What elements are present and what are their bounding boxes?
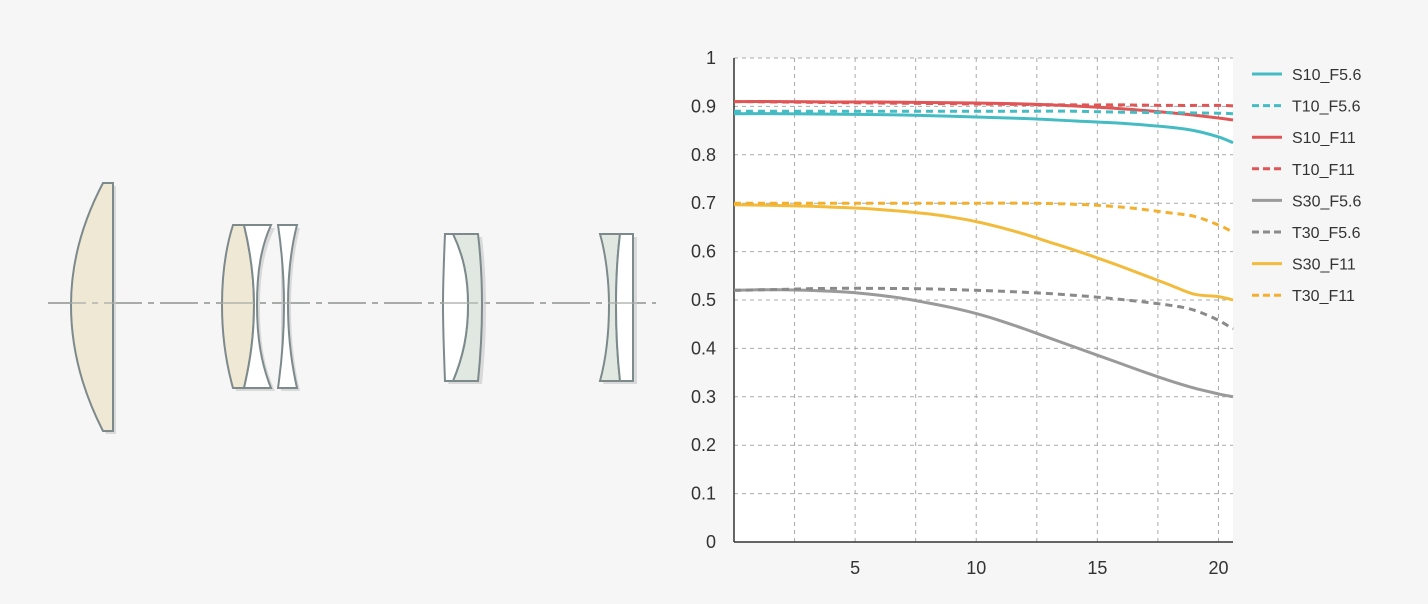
y-tick-label: 0 [706, 532, 716, 552]
x-tick-labels: 5 10 15 20 [850, 558, 1228, 578]
x-tick-label: 10 [966, 558, 986, 578]
y-tick-label: 0.4 [691, 338, 716, 358]
series-line-t10-f5-6 [734, 109, 1234, 116]
y-tick-label: 0.3 [691, 387, 716, 407]
y-tick-label: 0.5 [691, 290, 716, 310]
y-tick-label: 0.2 [691, 435, 716, 455]
series-line-t30-f11 [734, 201, 1234, 234]
y-tick-label: 0.7 [691, 193, 716, 213]
legend-label: S30_F11 [1292, 257, 1356, 274]
y-tick-label: 0.6 [691, 242, 716, 262]
legend-label: T10_F5.6 [1292, 99, 1361, 116]
y-tick-label: 0.1 [691, 484, 716, 504]
series-line-s30-f5-6 [733, 288, 1234, 399]
series-line-t30-f5-6 [733, 286, 1234, 331]
lens-element-5b [614, 233, 634, 382]
lens-element-2b [242, 224, 273, 389]
legend-label: T10_F11 [1292, 162, 1355, 179]
lens-element-4a [441, 233, 470, 382]
grid [734, 57, 1233, 542]
x-tick-label: 5 [850, 558, 860, 578]
x-tick-label: 15 [1087, 558, 1107, 578]
series-lines [733, 100, 1234, 399]
y-tick-labels: 0 0.1 0.2 0.3 0.4 0.5 0.6 0.7 0.8 0.9 1 [691, 48, 716, 552]
lens-element-1 [69, 182, 114, 432]
legend-label: S30_F5.6 [1292, 193, 1361, 210]
y-tick-label: 1 [706, 48, 716, 68]
y-tick-label: 0.9 [691, 96, 716, 116]
lens-diagram [48, 182, 656, 434]
axes [733, 58, 1233, 543]
series-line-s30-f11 [733, 203, 1234, 302]
legend: S10_F5.6 T10_F5.6 S10_F11 T10_F11 S30_F5.6 T3… [1252, 67, 1361, 305]
x-tick-label: 20 [1208, 558, 1228, 578]
legend-label: S10_F11 [1292, 130, 1356, 147]
series-line-s10-f5-6 [733, 112, 1234, 145]
y-tick-label: 0.8 [691, 145, 716, 165]
legend-label: T30_F11 [1292, 288, 1355, 305]
lens-element-3 [276, 224, 299, 389]
series-line-t10-f11 [733, 100, 1234, 108]
legend-label: T30_F5.6 [1292, 225, 1361, 242]
legend-label: S10_F5.6 [1292, 67, 1361, 84]
